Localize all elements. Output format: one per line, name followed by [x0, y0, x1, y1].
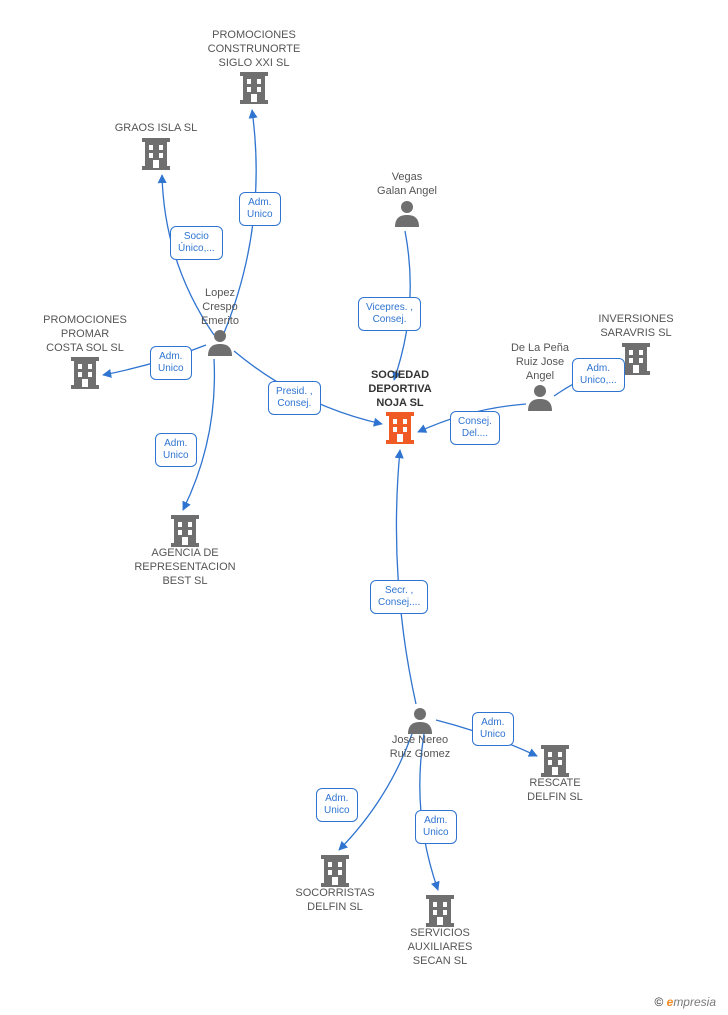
node-promociones_construnorte: PROMOCIONES CONSTRUNORTE SIGLO XXI SL [174, 29, 334, 104]
building-icon [105, 513, 265, 547]
building-icon [255, 853, 415, 887]
node-label: RESCATE DELFIN SL [475, 777, 635, 805]
edge-label: Socio Único,... [170, 226, 223, 260]
node-rescate_delfin: RESCATE DELFIN SL [475, 743, 635, 805]
copyright-symbol: © [654, 995, 663, 1009]
node-label: GRAOS ISLA SL [76, 122, 236, 136]
edge-label: Adm. Unico [472, 712, 514, 746]
node-label: AGENCIA DE REPRESENTACION BEST SL [105, 547, 265, 588]
building-icon [360, 893, 520, 927]
node-label: PROMOCIONES PROMAR COSTA SOL SL [5, 314, 165, 355]
node-label: PROMOCIONES CONSTRUNORTE SIGLO XXI SL [174, 29, 334, 70]
brand-rest: mpresia [673, 995, 716, 1009]
edge-label: Adm. Unico [155, 433, 197, 467]
edge-label: Adm. Unico [415, 810, 457, 844]
building-icon [76, 136, 236, 170]
person-icon [327, 199, 487, 227]
edge-label: Adm. Unico [150, 346, 192, 380]
edge-label: Adm. Unico [316, 788, 358, 822]
building-icon [475, 743, 635, 777]
edge-label: Adm. Unico [239, 192, 281, 226]
node-agencia_best: AGENCIA DE REPRESENTACION BEST SL [105, 513, 265, 588]
edge-jose_nereo-sdn [396, 450, 416, 704]
node-label: SOCIEDAD DEPORTIVA NOJA SL [320, 369, 480, 410]
node-vegas_galan: Vegas Galan Angel [327, 171, 487, 227]
edge-label: Presid. , Consej. [268, 381, 321, 415]
building-icon [174, 70, 334, 104]
edge-label: Secr. , Consej.... [370, 580, 428, 614]
node-promociones_promar: PROMOCIONES PROMAR COSTA SOL SL [5, 314, 165, 389]
edge-label: Vicepres. , Consej. [358, 297, 421, 331]
copyright: © empresia [654, 995, 716, 1009]
edge-label: Consej. Del.... [450, 411, 500, 445]
node-servicios_auxiliares: SERVICIOS AUXILIARES SECAN SL [360, 893, 520, 968]
edge-label: Adm. Unico,... [572, 358, 625, 392]
node-graos_isla: GRAOS ISLA SL [76, 122, 236, 170]
node-label: Vegas Galan Angel [327, 171, 487, 199]
node-label: INVERSIONES SARAVRIS SL [556, 313, 716, 341]
node-label: SERVICIOS AUXILIARES SECAN SL [360, 927, 520, 968]
building-icon [5, 355, 165, 389]
